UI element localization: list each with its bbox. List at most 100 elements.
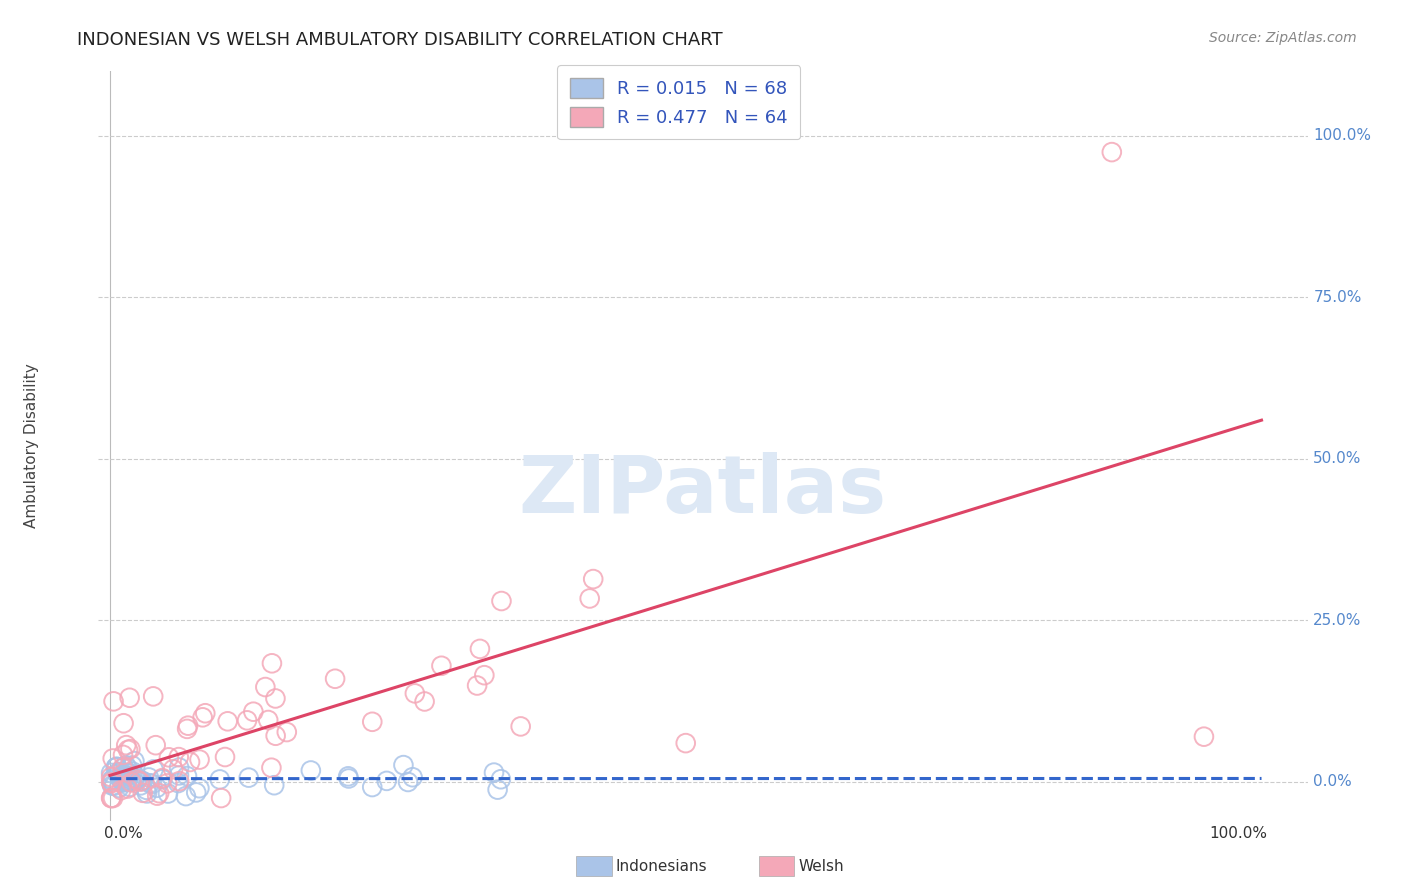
Point	[260, 761, 283, 775]
Point	[392, 758, 415, 772]
Point	[101, 772, 124, 787]
Point	[129, 778, 152, 792]
Point	[242, 705, 264, 719]
Point	[177, 719, 200, 733]
Point	[138, 771, 160, 785]
Point	[101, 791, 124, 805]
Point	[167, 768, 190, 782]
Point	[108, 780, 131, 795]
Point	[167, 760, 190, 774]
Point	[337, 772, 360, 786]
Point	[276, 725, 298, 739]
Point	[103, 694, 125, 708]
Point	[167, 774, 190, 789]
Point	[208, 772, 231, 787]
Point	[472, 668, 495, 682]
Point	[141, 777, 163, 791]
Text: Welsh: Welsh	[799, 859, 844, 873]
Point	[396, 775, 419, 789]
Text: Indonesians: Indonesians	[616, 859, 707, 873]
Point	[120, 742, 142, 756]
Point	[142, 763, 165, 777]
Point	[103, 779, 125, 793]
Point	[110, 772, 132, 786]
Point	[118, 780, 141, 794]
Point	[375, 773, 398, 788]
Point	[112, 767, 135, 781]
Point	[108, 771, 131, 785]
Point	[238, 771, 260, 785]
Point	[468, 641, 491, 656]
Point	[117, 769, 139, 783]
Point	[578, 591, 600, 606]
Point	[264, 729, 287, 743]
Point	[260, 657, 283, 671]
Point	[413, 694, 436, 708]
Point	[263, 778, 285, 792]
Point	[100, 776, 122, 790]
Point	[186, 785, 208, 799]
Point	[254, 680, 277, 694]
Point	[129, 774, 152, 789]
Point	[100, 766, 122, 780]
Text: Ambulatory Disability: Ambulatory Disability	[24, 364, 39, 528]
Point	[188, 781, 211, 796]
Point	[127, 772, 149, 787]
Point	[118, 766, 141, 780]
Point	[179, 755, 201, 769]
Point	[156, 776, 179, 790]
Point	[105, 760, 128, 774]
Point	[114, 768, 136, 782]
Point	[264, 691, 287, 706]
Text: Source: ZipAtlas.com: Source: ZipAtlas.com	[1209, 31, 1357, 45]
Point	[582, 572, 605, 586]
Point	[404, 686, 426, 700]
Point	[100, 770, 122, 784]
Point	[115, 774, 138, 789]
Point	[114, 758, 136, 772]
Point	[101, 751, 124, 765]
Point	[174, 789, 197, 803]
Text: 100.0%: 100.0%	[1313, 128, 1371, 144]
Point	[167, 776, 190, 790]
Point	[101, 779, 124, 793]
Point	[1101, 145, 1123, 160]
Point	[112, 716, 135, 731]
Point	[104, 761, 127, 775]
Point	[430, 658, 453, 673]
Point	[236, 714, 259, 728]
Point	[142, 690, 165, 704]
Point	[162, 762, 184, 776]
Point	[217, 714, 239, 729]
Text: ZIPatlas: ZIPatlas	[519, 452, 887, 530]
Point	[117, 743, 139, 757]
Point	[135, 782, 157, 797]
Point	[107, 766, 129, 780]
Text: 25.0%: 25.0%	[1313, 613, 1362, 628]
Point	[148, 786, 170, 800]
Point	[156, 787, 179, 801]
Point	[1192, 730, 1215, 744]
Point	[111, 761, 134, 775]
Point	[188, 753, 211, 767]
Point	[121, 764, 143, 779]
Point	[489, 772, 512, 787]
Point	[176, 769, 198, 783]
Point	[111, 747, 134, 762]
Point	[361, 714, 384, 729]
Point	[131, 774, 153, 789]
Point	[136, 786, 159, 800]
Point	[323, 672, 346, 686]
Point	[100, 791, 122, 805]
Point	[118, 690, 141, 705]
Point	[176, 722, 198, 736]
Point	[167, 750, 190, 764]
Point	[121, 758, 143, 772]
Point	[117, 762, 139, 776]
Point	[157, 750, 180, 764]
Point	[337, 769, 360, 783]
Point	[491, 594, 513, 608]
Point	[125, 773, 148, 788]
Point	[132, 786, 155, 800]
Point	[257, 713, 280, 727]
